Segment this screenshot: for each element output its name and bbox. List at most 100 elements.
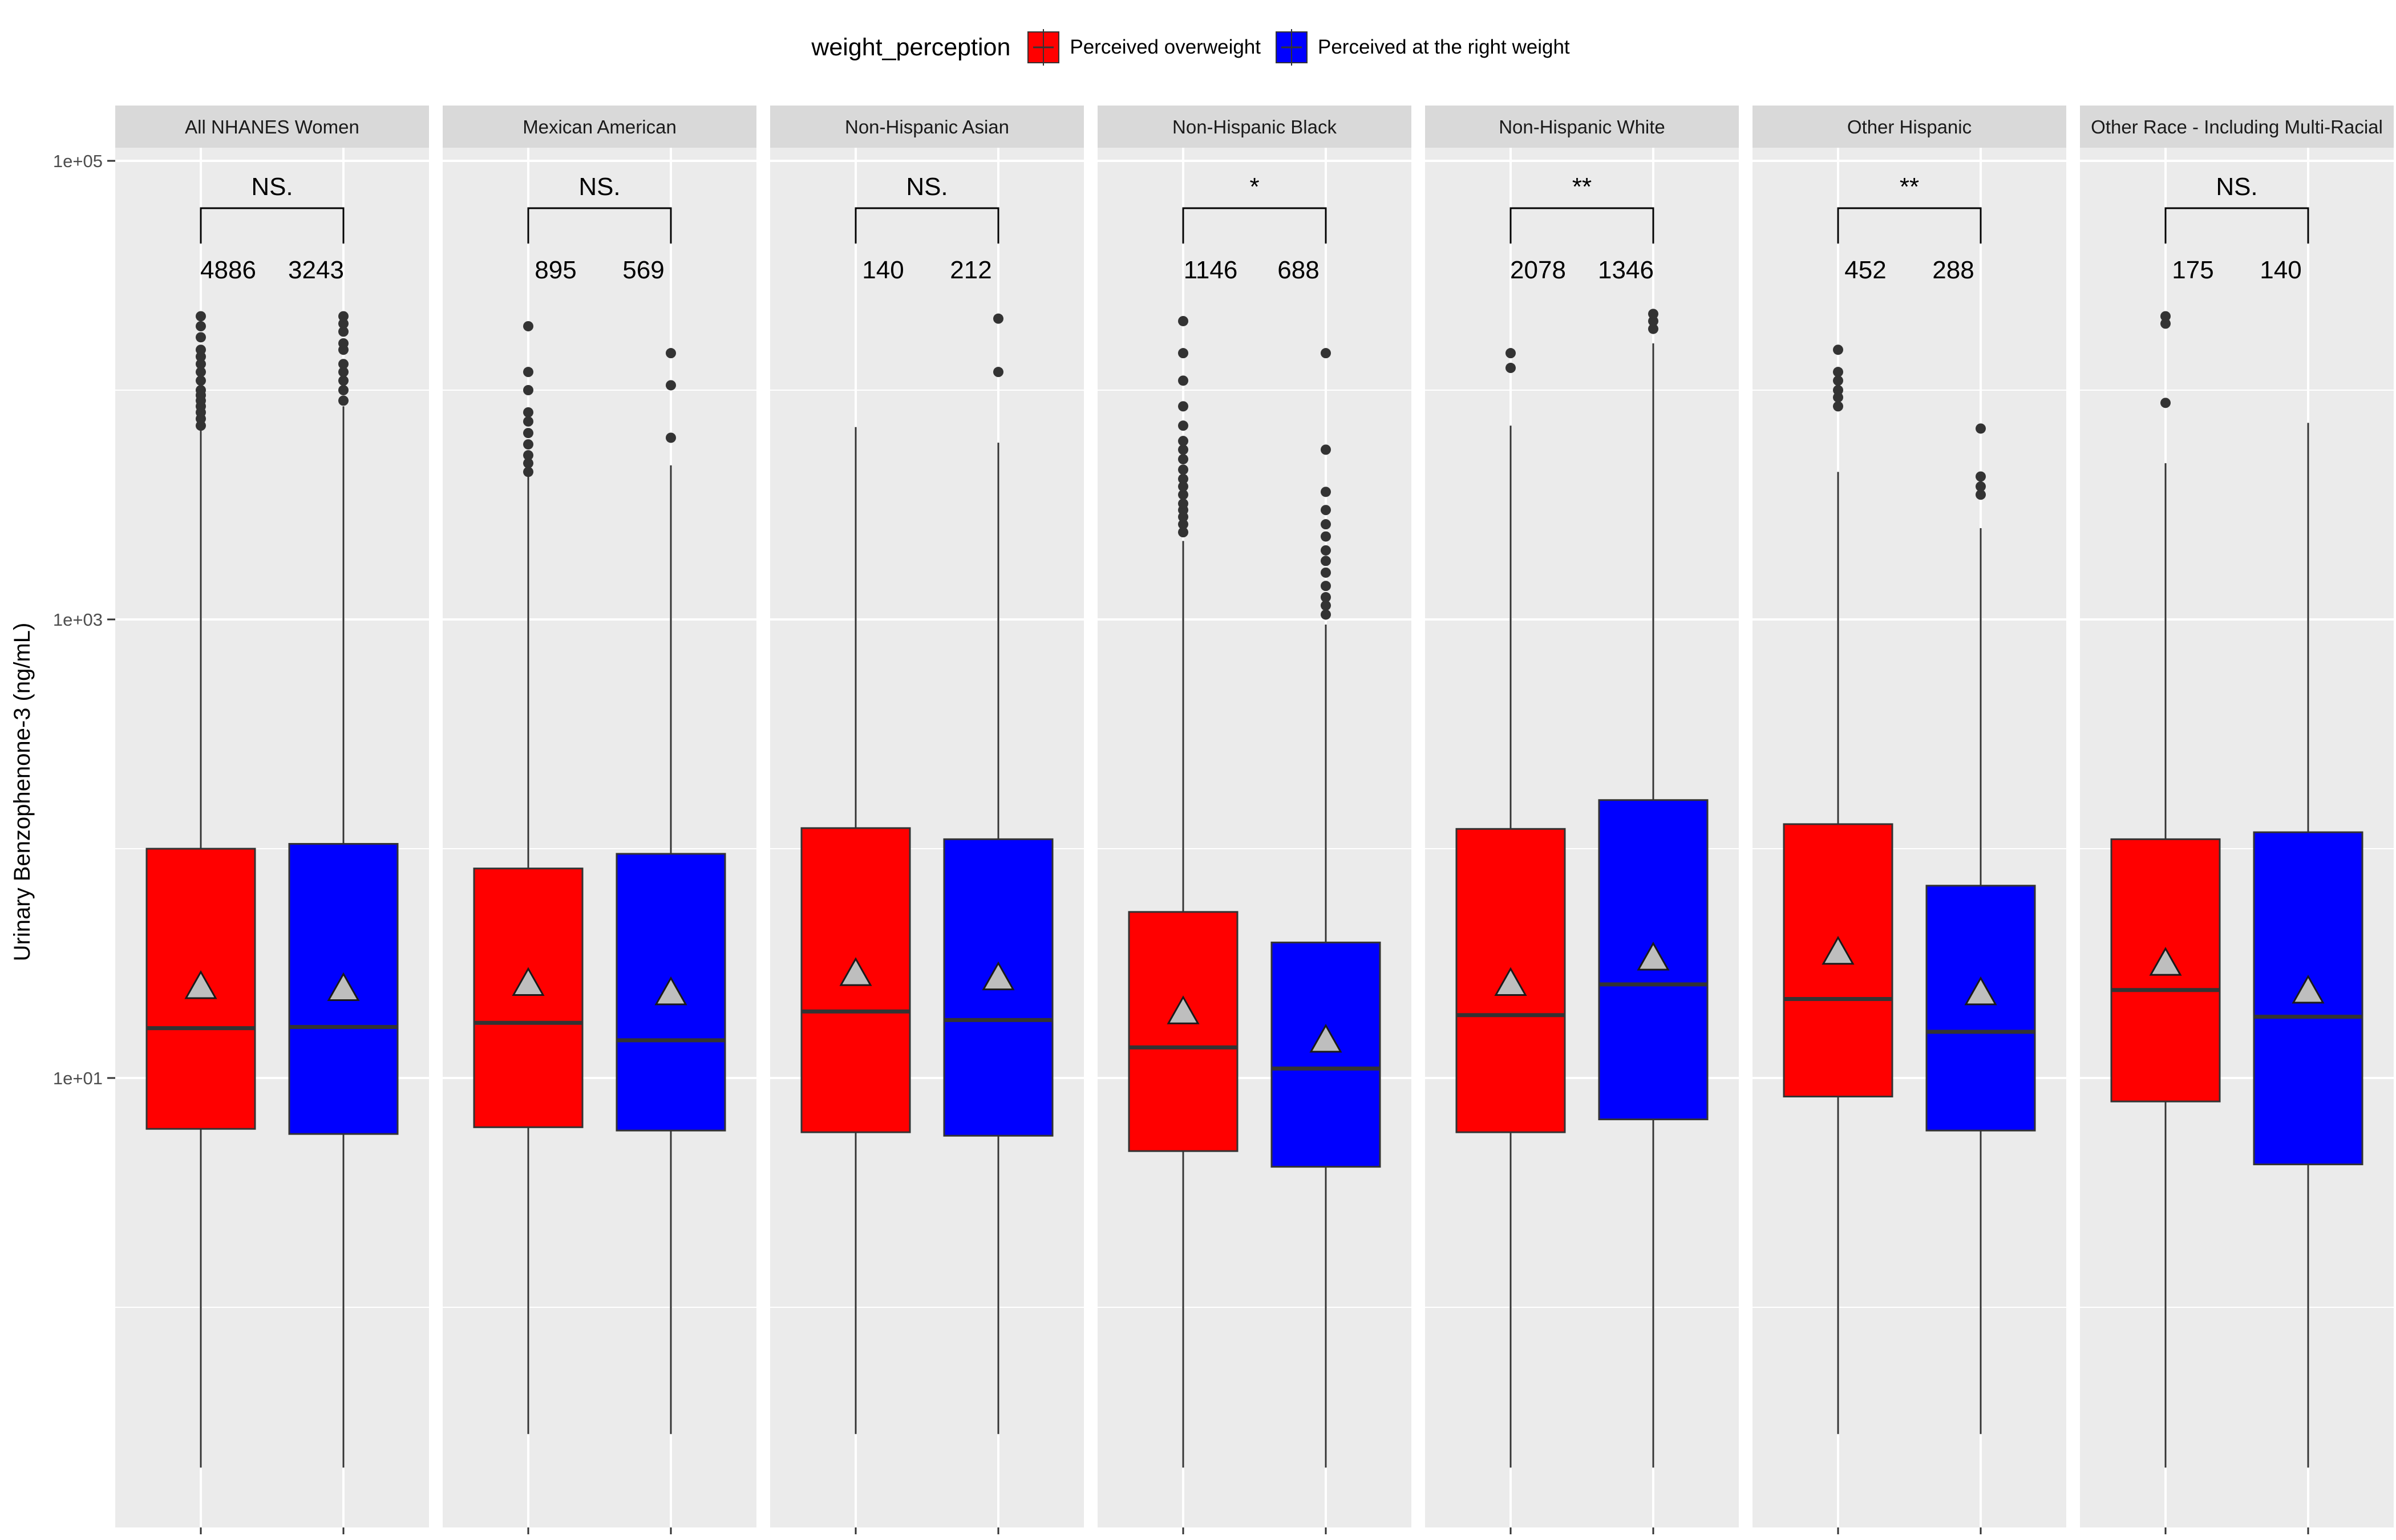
outlier-point xyxy=(1648,309,1658,319)
outlier-point xyxy=(196,332,206,343)
outlier-point xyxy=(523,321,533,331)
strip-title: All NHANES Women xyxy=(185,116,359,137)
outlier-point xyxy=(1178,444,1188,455)
outlier-point xyxy=(1321,505,1331,516)
outlier-point xyxy=(1178,498,1188,509)
outlier-point xyxy=(1976,489,1986,500)
panel: Non-Hispanic Asian NS. 140 212 xyxy=(770,106,1084,1527)
outlier-point xyxy=(1178,436,1188,447)
significance-bracket xyxy=(1509,207,1654,244)
sample-size-label: 688 xyxy=(1277,256,1319,284)
y-tick-label: 1e+05 xyxy=(53,151,103,171)
outlier-point xyxy=(1833,375,1843,386)
significance-bracket xyxy=(527,207,672,244)
mean-marker xyxy=(2149,947,2182,976)
panel-background xyxy=(1098,148,1411,1527)
significance-label: NS. xyxy=(906,173,948,201)
significance-bracket xyxy=(2164,207,2309,244)
strip-background xyxy=(2080,106,2394,148)
outlier-point xyxy=(1833,345,1843,355)
significance-label: ** xyxy=(1572,173,1592,201)
legend-key-right-weight xyxy=(1276,31,1308,63)
panel: All NHANES Women NS. 4886 3243 xyxy=(115,106,429,1527)
outlier-point xyxy=(1505,363,1516,374)
outlier-point xyxy=(1833,392,1843,403)
outlier-point xyxy=(196,321,206,331)
outlier-point xyxy=(1976,481,1986,492)
outlier-point xyxy=(2160,318,2171,329)
outlier-point xyxy=(196,385,206,395)
mean-marker xyxy=(2292,974,2325,1004)
mean-marker xyxy=(184,970,217,999)
outlier-point xyxy=(1178,464,1188,475)
outlier-point xyxy=(338,311,349,322)
sample-size-label: 3243 xyxy=(288,256,344,284)
sample-size-label: 140 xyxy=(862,256,904,284)
outlier-point xyxy=(993,313,1003,324)
outlier-point xyxy=(523,385,533,395)
strip-title: Other Race - Including Multi-Racial xyxy=(2091,116,2383,137)
outlier-point xyxy=(1321,592,1331,603)
sample-size-label: 175 xyxy=(2172,256,2213,284)
legend-title: weight_perception xyxy=(811,33,1011,61)
strip-background xyxy=(1753,106,2066,148)
outlier-point xyxy=(1178,454,1188,465)
strip-title: Non-Hispanic Black xyxy=(1172,116,1337,137)
outlier-point xyxy=(1833,367,1843,378)
outlier-point xyxy=(1321,519,1331,530)
significance-label: NS. xyxy=(2216,173,2257,201)
outlier-point xyxy=(1178,527,1188,538)
y-tick-label: 1e+03 xyxy=(53,610,103,630)
box xyxy=(1925,885,2036,1132)
outlier-point xyxy=(338,367,349,378)
outlier-point xyxy=(523,416,533,427)
outlier-point xyxy=(1178,473,1188,484)
mean-marker xyxy=(982,961,1015,991)
outlier-point xyxy=(338,318,349,329)
outlier-point xyxy=(1648,315,1658,326)
sample-size-label: 452 xyxy=(1844,256,1886,284)
outlier-point xyxy=(523,439,533,450)
sample-size-label: 288 xyxy=(1932,256,1974,284)
outlier-point xyxy=(523,407,533,418)
outlier-point xyxy=(1321,567,1331,578)
mean-marker xyxy=(512,967,545,996)
strip-background xyxy=(443,106,756,148)
significance-bracket xyxy=(1837,207,1982,244)
outlier-point xyxy=(993,367,1003,378)
sample-size-label: 140 xyxy=(2260,256,2301,284)
outlier-point xyxy=(1321,531,1331,542)
y-tick-label: 1e+01 xyxy=(53,1068,103,1088)
strip-title: Other Hispanic xyxy=(1847,116,1972,137)
sample-size-label: 1346 xyxy=(1598,256,1654,284)
outlier-point xyxy=(338,375,349,386)
panel-background xyxy=(115,148,429,1527)
outlier-point xyxy=(338,385,349,395)
outlier-point xyxy=(196,345,206,355)
outlier-point xyxy=(1321,600,1331,611)
outlier-point xyxy=(523,367,533,378)
significance-bracket xyxy=(855,207,999,244)
strip-background xyxy=(1425,106,1739,148)
outlier-point xyxy=(1178,315,1188,326)
outlier-point xyxy=(1321,487,1331,497)
outlier-point xyxy=(338,326,349,337)
outlier-point xyxy=(196,375,206,386)
sample-size-label: 212 xyxy=(950,256,991,284)
sample-size-label: 569 xyxy=(622,256,664,284)
significance-label: ** xyxy=(1900,173,1919,201)
outlier-point xyxy=(1321,609,1331,620)
outlier-point xyxy=(523,428,533,439)
strip-title: Non-Hispanic Asian xyxy=(845,116,1009,137)
outlier-point xyxy=(1178,401,1188,412)
outlier-point xyxy=(338,359,349,370)
significance-label: * xyxy=(1249,173,1259,201)
panel: Other Hispanic ** 452 288 xyxy=(1753,106,2066,1527)
outlier-point xyxy=(1178,519,1188,530)
sample-size-label: 2078 xyxy=(1510,256,1566,284)
strip-title: Non-Hispanic White xyxy=(1499,116,1665,137)
legend-item-right-weight: Perceived at the right weight xyxy=(1276,31,1570,63)
outlier-point xyxy=(196,367,206,378)
sample-size-label: 1146 xyxy=(1184,256,1238,284)
box xyxy=(1270,941,1381,1168)
